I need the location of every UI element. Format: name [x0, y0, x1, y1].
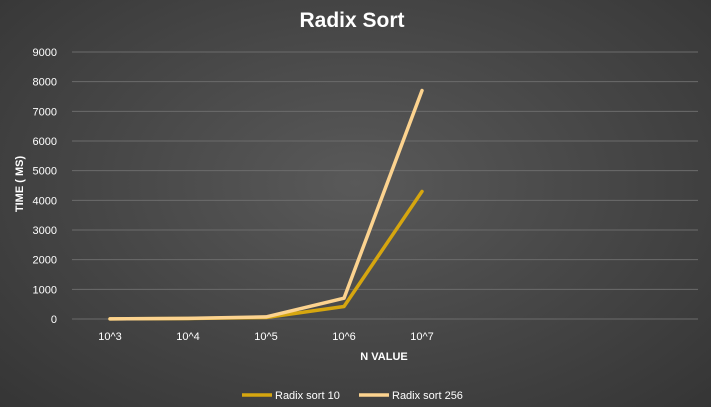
- y-tick-label: 4000: [33, 195, 57, 207]
- x-tick-label: 10^7: [410, 331, 434, 343]
- x-tick-label: 10^3: [98, 331, 122, 343]
- legend-label: Radix sort 256: [392, 390, 463, 402]
- series-lines: [108, 88, 424, 321]
- y-tick-labels: 0 1000 2000 3000 4000 5000 6000 7000 8000 9000: [33, 47, 57, 326]
- y-tick-label: 1000: [33, 284, 57, 296]
- y-tick-label: 5000: [33, 166, 57, 178]
- chart-title: Radix Sort: [299, 9, 404, 32]
- y-tick-label: 3000: [33, 225, 57, 237]
- legend: Radix sort 10 Radix sort 256: [242, 390, 463, 402]
- y-tick-label: 8000: [33, 77, 57, 89]
- x-tick-label: 10^5: [254, 331, 278, 343]
- y-tick-label: 0: [51, 314, 57, 326]
- y-axis-title: TIME ( MS): [14, 156, 26, 213]
- y-tick-label: 6000: [33, 136, 57, 148]
- x-tick-label: 10^6: [332, 331, 356, 343]
- x-tick-labels: 10^3 10^4 10^5 10^6 10^7: [98, 331, 434, 343]
- legend-label: Radix sort 10: [275, 390, 340, 402]
- x-tick-label: 10^4: [176, 331, 200, 343]
- y-tick-label: 2000: [33, 255, 57, 267]
- gridlines: [72, 51, 698, 320]
- x-axis-title: N VALUE: [360, 351, 407, 363]
- series-line: [108, 88, 424, 321]
- y-tick-label: 7000: [33, 106, 57, 118]
- y-tick-label: 9000: [33, 47, 57, 59]
